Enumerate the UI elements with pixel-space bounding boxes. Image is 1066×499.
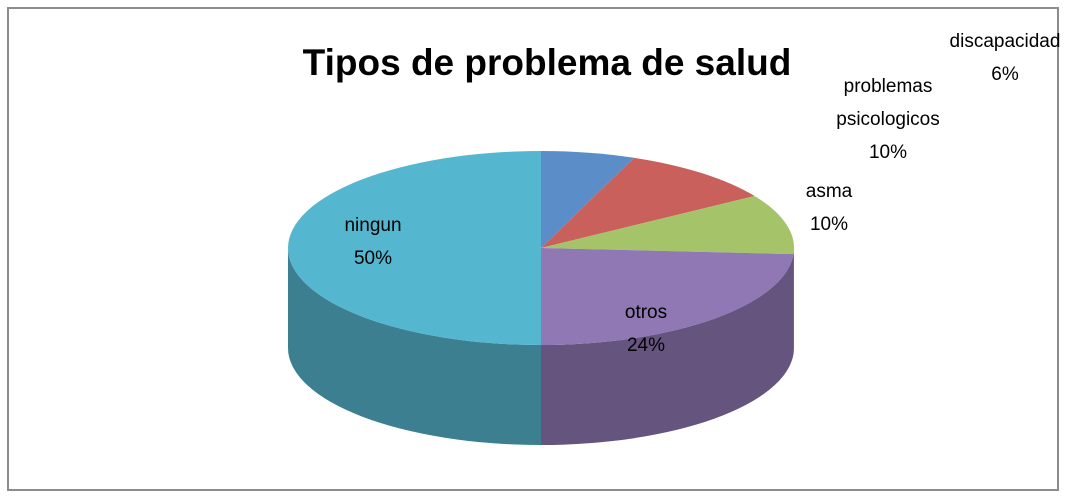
slice [541,157,755,248]
label-category: asma [805,181,853,202]
slice [541,196,794,255]
label-value: 50% [353,248,393,269]
label-category: problemas psicologicos [836,76,940,130]
label-category: otros [624,302,668,323]
label-category: ningun [344,215,402,236]
label-value: 10% [868,142,908,163]
label-value: 6% [991,64,1019,85]
slice [541,151,635,248]
label-value: 24% [626,335,666,356]
data-label: discapacidad 6% [935,25,1066,91]
slice-side [288,248,541,445]
slice [541,248,794,345]
slice-side [541,254,794,445]
data-label: ningun 50% [303,209,443,275]
label-value: 10% [809,214,849,235]
label-category: discapacidad [949,31,1061,52]
data-label: problemas psicologicos 10% [823,70,953,169]
data-label: asma 10% [759,175,899,241]
chart-title: Tipos de problema de salud [302,42,792,83]
slice [288,151,541,345]
data-label: otros 24% [576,296,716,362]
